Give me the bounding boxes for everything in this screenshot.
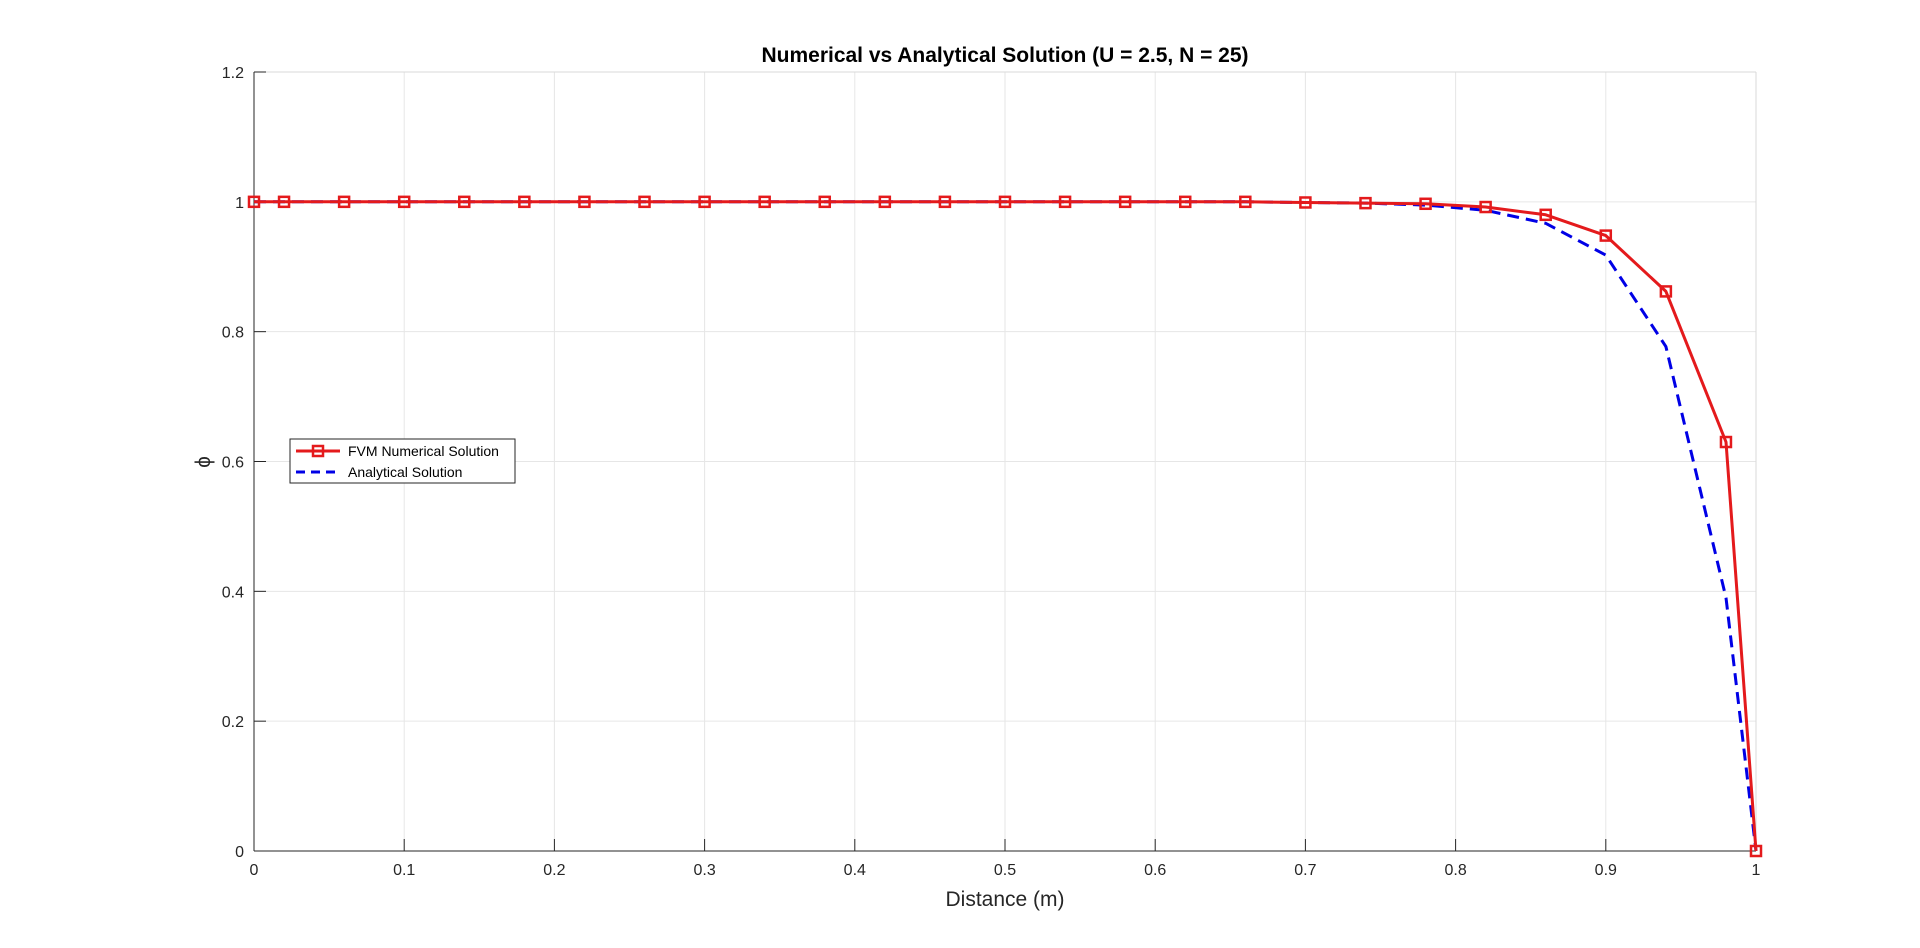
ticks: 0 0.1 0.2 0.3 0.4 0.5 0.6 0.7 0.8 0.9 1 0 0.2 0.4 0.6 0… (222, 65, 1761, 879)
fvm-data-point (1118, 195, 1132, 209)
x-tick-label: 0.9 (1595, 862, 1617, 879)
fvm-data-point (397, 195, 411, 209)
x-tick-label: 0.5 (994, 862, 1016, 879)
fvm-data-point (758, 195, 771, 209)
fvm-data-point (1599, 229, 1613, 242)
x-axis-label: Distance (m) (945, 888, 1064, 911)
x-tick-label: 0.8 (1444, 862, 1466, 879)
fvm-data-point (458, 195, 471, 209)
fvm-data-point (247, 195, 261, 209)
fvm-data-point (1419, 197, 1432, 211)
x-tick-label: 0.4 (844, 862, 866, 879)
y-tick-label: 1 (235, 195, 244, 212)
x-tick-label: 0.2 (543, 862, 565, 879)
x-tick-label: 0 (250, 862, 259, 879)
legend: FVM Numerical Solution Analytical Soluti… (289, 438, 516, 484)
legend-label-fvm: FVM Numerical Solution (348, 443, 499, 459)
y-tick-label: 0.4 (222, 584, 244, 601)
fvm-data-point (938, 195, 952, 209)
fvm-numerical-line (254, 200, 1758, 852)
y-tick-label: 0.2 (222, 714, 244, 731)
fvm-data-point (818, 195, 832, 209)
fvm-data-point (1299, 196, 1312, 209)
y-tick-label: 0.8 (222, 325, 244, 342)
fvm-data-point (638, 195, 651, 209)
fvm-data-point (337, 195, 351, 209)
fvm-data-point (518, 195, 531, 209)
fvm-data-point (1239, 195, 1252, 209)
x-tick-label: 1 (1752, 862, 1761, 879)
fvm-data-point (1058, 195, 1072, 209)
x-tick-label: 0.1 (393, 862, 415, 879)
fvm-data-point (1178, 195, 1192, 209)
y-tick-label: 0.6 (222, 455, 244, 472)
fvm-data-point (578, 195, 591, 209)
y-tick-label: 0 (235, 844, 244, 861)
x-tick-label: 0.6 (1144, 862, 1166, 879)
legend-marker-fvm (311, 444, 325, 458)
series-layer (247, 195, 1763, 858)
fvm-data-point (1359, 196, 1372, 210)
y-tick-label: 1.2 (222, 65, 244, 82)
legend-label-analytical: Analytical Solution (348, 464, 462, 480)
y-axis-label: ϕ (192, 456, 215, 468)
legend-box (289, 438, 516, 484)
fvm-data-point (698, 195, 711, 209)
fvm-data-point (1749, 844, 1763, 858)
x-tick-label: 0.3 (693, 862, 715, 879)
fvm-data-point (1659, 285, 1673, 298)
fvm-data-point (998, 195, 1012, 209)
fvm-data-point (1539, 208, 1552, 222)
fvm-data-point (277, 195, 291, 209)
chart-title: Numerical vs Analytical Solution (U = 2.… (761, 44, 1248, 67)
fvm-data-point (1479, 200, 1492, 214)
fvm-data-point (878, 195, 892, 209)
x-tick-label: 0.7 (1294, 862, 1316, 879)
fvm-data-point (1719, 435, 1733, 449)
